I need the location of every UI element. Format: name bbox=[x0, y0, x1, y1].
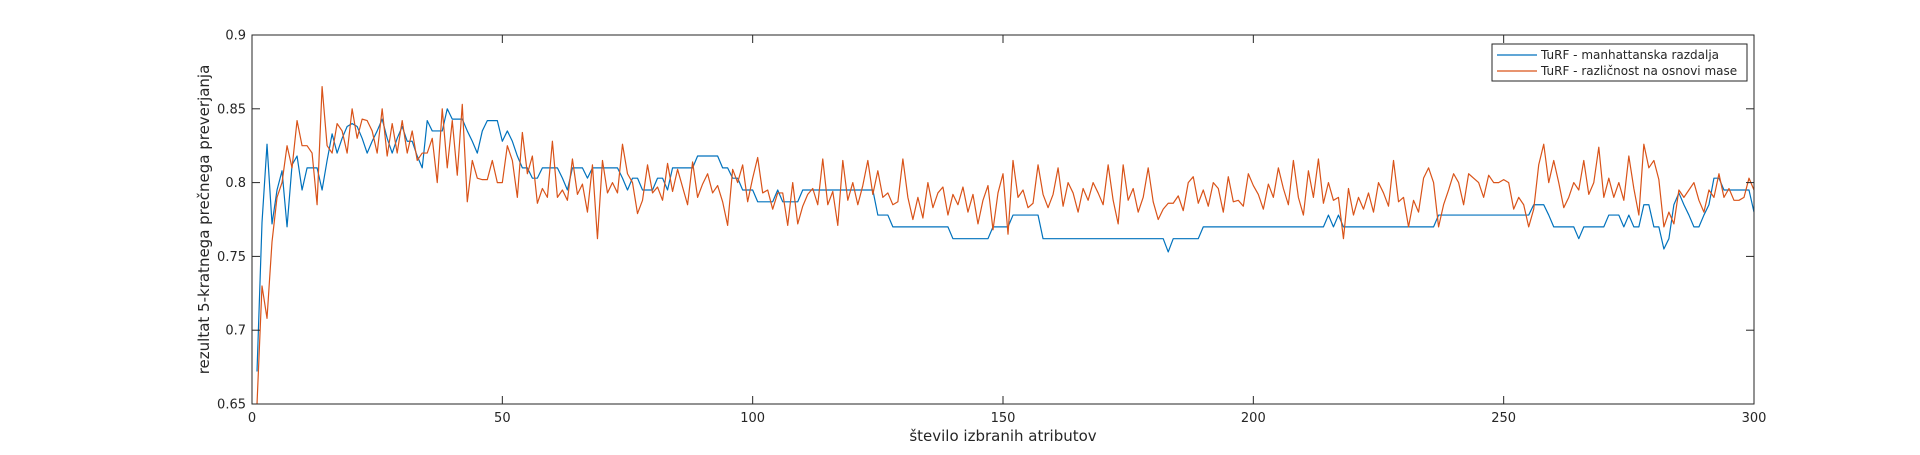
x-tick-label: 50 bbox=[494, 411, 511, 426]
series-line-2 bbox=[256, 86, 1755, 405]
legend: TuRF - manhattanska razdalja TuRF - razl… bbox=[1491, 43, 1748, 82]
x-tick-label: 250 bbox=[1491, 411, 1516, 426]
y-axis-label: rezultat 5-kratnega prečnega preverjanja bbox=[195, 65, 213, 375]
legend-label-mass: TuRF - različnost na osnovi mase bbox=[1540, 64, 1737, 78]
y-tick-label: 0.8 bbox=[225, 176, 246, 191]
y-tick-label: 0.9 bbox=[225, 29, 246, 44]
plot-frame bbox=[251, 34, 1755, 405]
x-tick-label: 0 bbox=[248, 411, 256, 426]
y-tick-label: 0.75 bbox=[217, 250, 246, 265]
x-tick-label: 150 bbox=[991, 411, 1016, 426]
y-tick-label: 0.65 bbox=[217, 398, 246, 413]
x-axis-label: število izbranih atributov bbox=[909, 427, 1096, 445]
legend-label-manhattan: TuRF - manhattanska razdalja bbox=[1540, 48, 1719, 62]
x-tick-label: 300 bbox=[1742, 411, 1767, 426]
legend-box bbox=[1491, 43, 1748, 82]
tick-labels: 0 50 100 150 200 250 300 0.65 0.7 0.75 0.8 0.85 0.9 bbox=[217, 29, 1766, 427]
y-tick-label: 0.7 bbox=[225, 324, 246, 339]
series-lines bbox=[256, 86, 1755, 405]
x-tick-label: 200 bbox=[1241, 411, 1266, 426]
x-tick-label: 100 bbox=[740, 411, 765, 426]
plot-area bbox=[252, 35, 1754, 404]
series-line-1 bbox=[256, 108, 1755, 372]
y-tick-label: 0.85 bbox=[217, 102, 246, 117]
